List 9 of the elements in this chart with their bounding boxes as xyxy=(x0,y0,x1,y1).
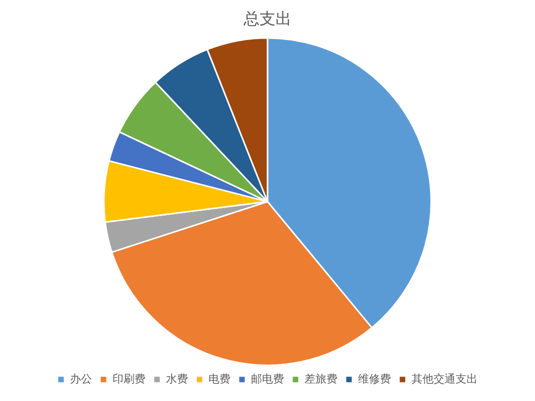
legend-label: 水费 xyxy=(166,372,188,386)
legend-label: 差旅费 xyxy=(304,372,338,386)
legend-label: 电费 xyxy=(208,372,230,386)
chart-title: 总支出 xyxy=(242,8,292,28)
legend-label: 维修费 xyxy=(358,372,391,386)
legend-label: 印刷费 xyxy=(112,372,146,386)
legend-label: 办公 xyxy=(70,372,92,386)
legend-label: 其他交通支出 xyxy=(412,372,478,386)
legend-label: 邮电费 xyxy=(251,372,284,386)
